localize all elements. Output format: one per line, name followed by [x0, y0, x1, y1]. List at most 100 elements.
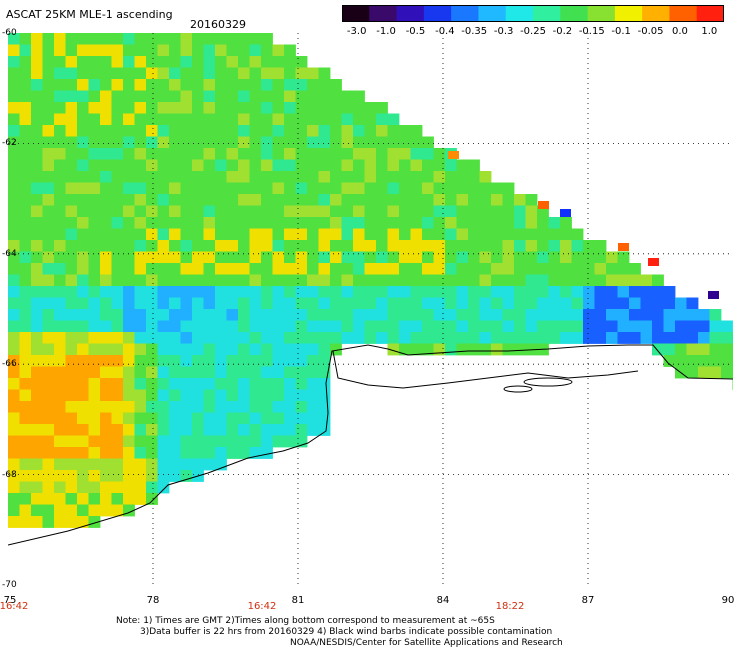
data-cell — [180, 309, 193, 321]
data-cell — [249, 56, 262, 68]
data-cell — [19, 240, 32, 252]
data-cell — [31, 171, 43, 183]
data-cell — [111, 470, 124, 482]
data-cell — [376, 136, 388, 149]
data-cell — [157, 286, 170, 298]
data-cell — [42, 217, 55, 229]
data-cell — [525, 205, 538, 218]
data-cell — [157, 44, 170, 57]
data-cell — [134, 33, 147, 45]
data-cell — [77, 447, 89, 459]
data-cell — [226, 136, 239, 149]
data-cell — [284, 159, 296, 172]
data-cell — [157, 343, 170, 356]
data-cell — [376, 148, 388, 160]
data-cell — [448, 151, 459, 159]
data-cell — [318, 251, 331, 264]
data-cell — [31, 389, 43, 402]
data-cell — [169, 79, 181, 91]
data-cell — [261, 447, 273, 459]
data-cell — [77, 90, 89, 103]
data-cell — [157, 366, 170, 379]
data-cell — [65, 33, 78, 45]
data-cell — [157, 102, 170, 114]
data-cell — [238, 56, 250, 68]
data-cell — [100, 332, 112, 344]
data-cell — [65, 435, 78, 448]
data-cell — [77, 412, 89, 425]
data-cell — [77, 274, 89, 287]
data-cell — [238, 159, 250, 172]
data-cell — [180, 274, 193, 287]
data-cell — [8, 90, 20, 103]
data-cell — [134, 125, 147, 137]
data-cell — [238, 447, 250, 459]
data-cell — [77, 297, 89, 310]
data-cell — [284, 240, 296, 252]
data-cell — [8, 136, 20, 149]
data-cell — [261, 79, 273, 91]
data-cell — [525, 274, 538, 287]
data-cell — [31, 194, 43, 206]
data-cell — [19, 182, 32, 195]
data-cell — [77, 125, 89, 137]
data-cell — [732, 332, 733, 344]
data-cell — [42, 458, 55, 471]
data-cell — [42, 125, 55, 137]
data-cell — [307, 182, 319, 195]
data-cell — [215, 378, 227, 390]
data-cell — [42, 33, 55, 45]
data-cell — [387, 148, 400, 160]
data-cell — [203, 412, 216, 425]
data-cell — [284, 424, 296, 436]
data-cell — [54, 332, 66, 344]
data-cell — [123, 182, 135, 195]
data-cell — [468, 332, 480, 344]
data-cell — [617, 309, 630, 321]
data-cell — [88, 286, 101, 298]
colorbar-label: -0.1 — [611, 26, 631, 37]
data-cell — [238, 274, 250, 287]
data-cell — [111, 263, 124, 275]
data-cell — [134, 493, 147, 505]
time-label: 16:42 — [0, 601, 29, 612]
data-cell — [65, 355, 78, 367]
data-cell — [77, 228, 89, 241]
data-cell — [353, 228, 365, 241]
data-cell — [261, 44, 273, 57]
data-cell — [272, 378, 285, 390]
data-cell — [123, 79, 135, 91]
data-cell — [42, 378, 55, 390]
data-cell — [364, 205, 377, 218]
data-cell — [502, 286, 515, 298]
data-cell — [100, 251, 112, 264]
data-cell — [284, 274, 296, 287]
data-cell — [364, 171, 377, 183]
data-cell — [19, 389, 32, 402]
data-cell — [318, 67, 331, 80]
data-cell — [169, 378, 181, 390]
data-cell — [295, 240, 308, 252]
data-cell — [169, 182, 181, 195]
data-cell — [100, 481, 112, 494]
data-cell — [261, 389, 273, 402]
data-cell — [169, 263, 181, 275]
data-cell — [203, 435, 216, 448]
data-cell — [157, 136, 170, 149]
data-cell — [31, 470, 43, 482]
data-cell — [399, 343, 411, 356]
data-cell — [445, 228, 457, 241]
data-cell — [376, 309, 388, 321]
data-cell — [525, 320, 538, 333]
data-cell — [146, 90, 158, 103]
data-cell — [31, 44, 43, 57]
data-cell — [100, 297, 112, 310]
data-cell — [594, 320, 607, 333]
data-cell — [111, 205, 124, 218]
data-cell — [376, 286, 388, 298]
data-cell — [537, 240, 549, 252]
data-cell — [560, 309, 572, 321]
data-cell — [433, 320, 446, 333]
data-cell — [88, 251, 101, 264]
data-cell — [31, 366, 43, 379]
